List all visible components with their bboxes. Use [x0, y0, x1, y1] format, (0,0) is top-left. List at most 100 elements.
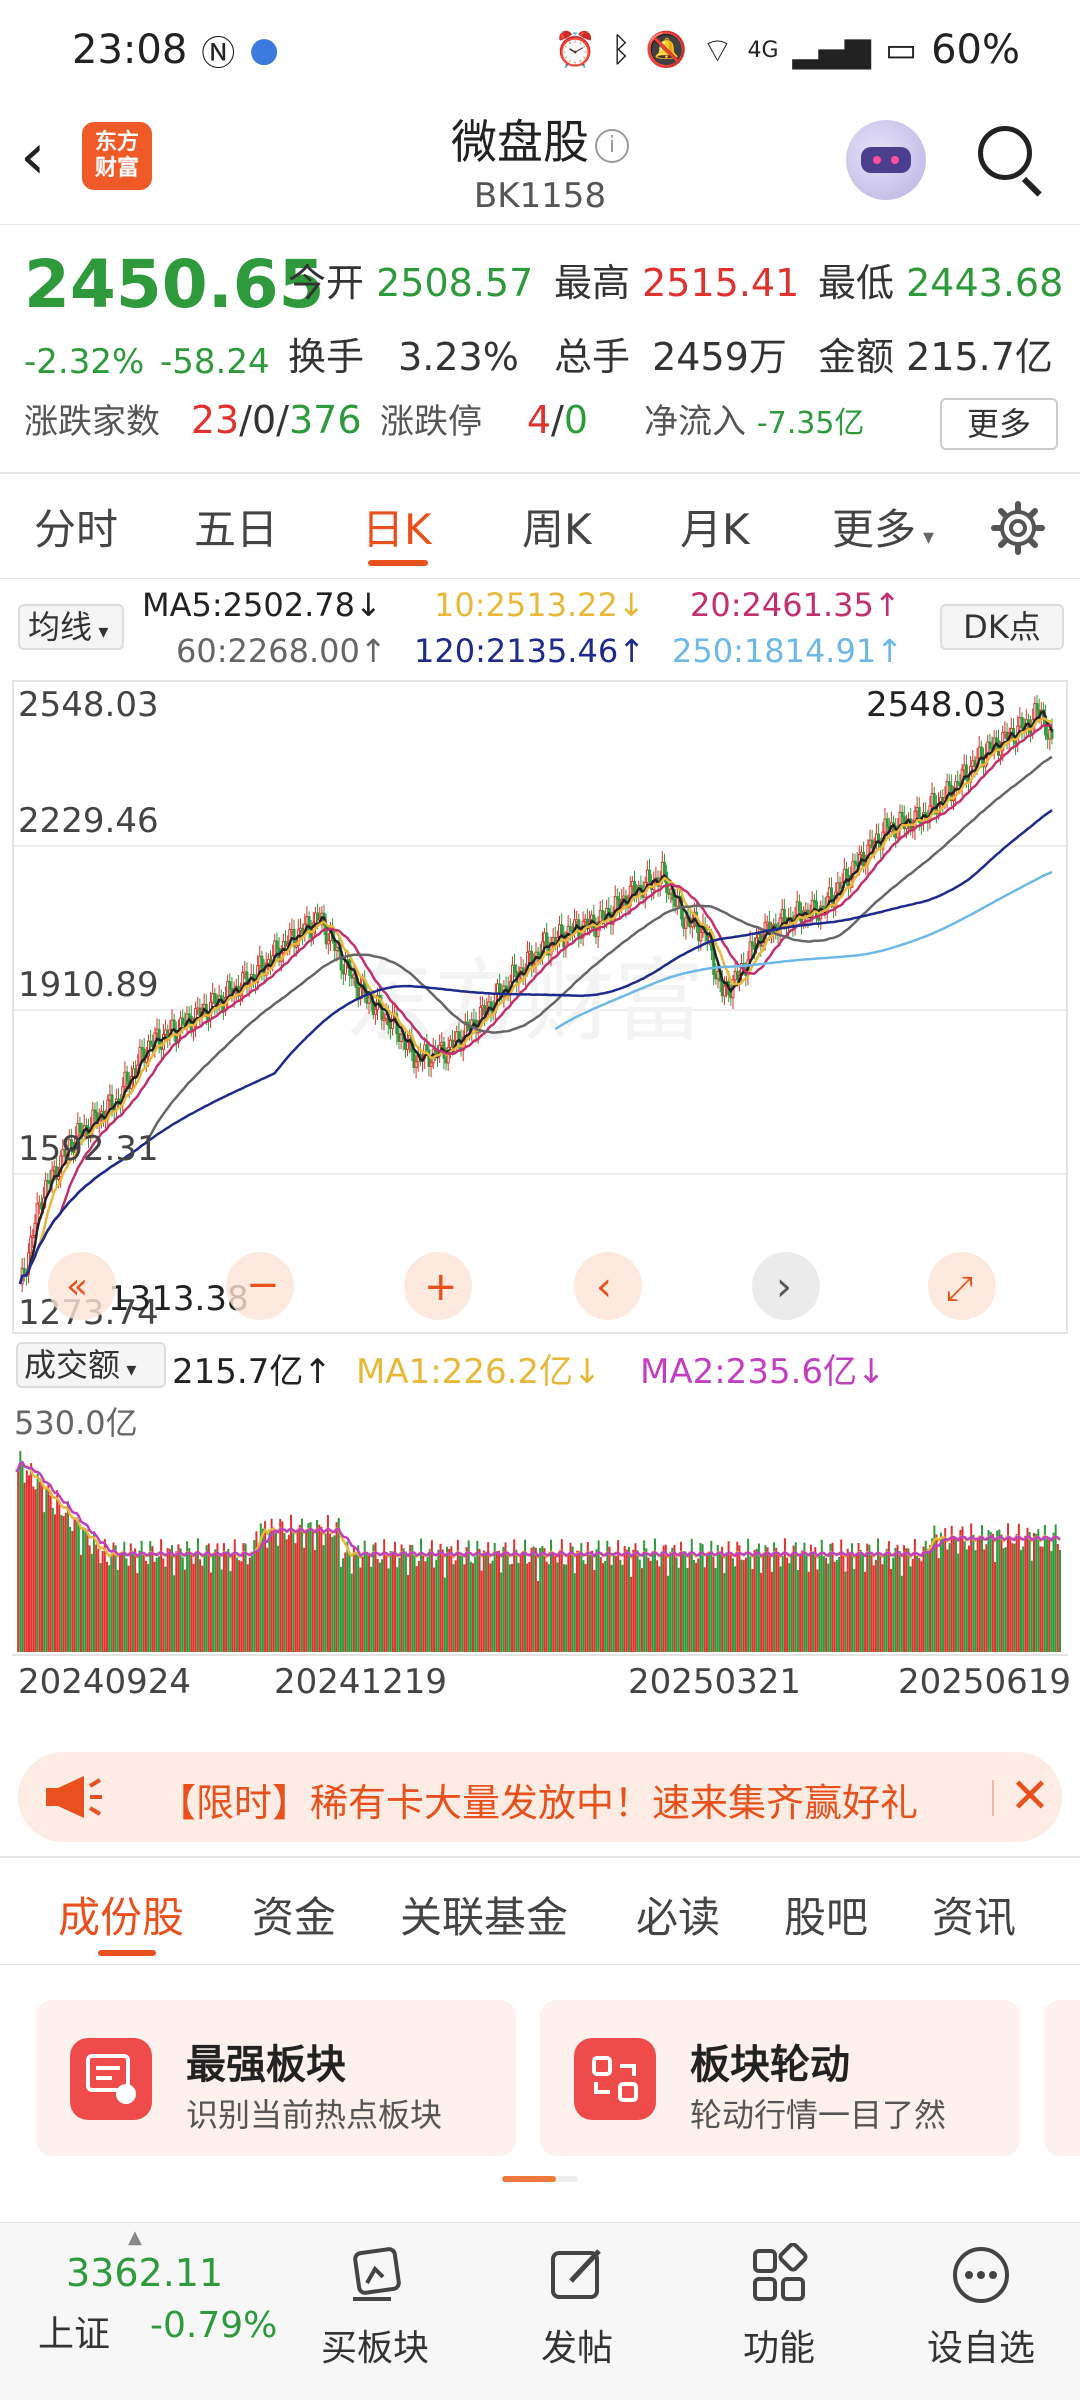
kline-svg[interactable]: 东方财富 2548.03 2229.46 1910.89 1592.31 127… — [14, 682, 1066, 1332]
nav-functions[interactable]: 功能 — [704, 2242, 854, 2383]
volume-bar — [352, 1546, 355, 1652]
scroll-left-button[interactable]: ‹ — [574, 1252, 642, 1320]
tab-monthly-k[interactable]: 月K — [680, 505, 750, 554]
volume-bar — [214, 1549, 217, 1652]
tab-five-day[interactable]: 五日 — [194, 505, 279, 554]
volume-bar — [627, 1546, 630, 1652]
candle-body — [31, 1234, 35, 1238]
volume-bar — [513, 1539, 516, 1652]
volume-bar — [322, 1545, 325, 1652]
search-icon[interactable] — [978, 126, 1044, 197]
volume-bar — [519, 1555, 522, 1652]
fullscreen-button[interactable]: ⤢ — [928, 1252, 996, 1320]
open-cell: 今开 2508.57 — [288, 252, 533, 307]
volume-bar — [781, 1556, 784, 1652]
card-strongest-sector[interactable]: 最强板块 识别当前热点板块 — [36, 2000, 516, 2156]
volume-bar — [903, 1545, 906, 1652]
dk-point-button[interactable]: DK点 — [940, 604, 1064, 650]
volume-bar — [606, 1540, 609, 1652]
mute-icon: 🔕 — [645, 30, 688, 70]
volume-bar — [480, 1570, 483, 1652]
volume-bar — [407, 1575, 410, 1652]
volume-bar — [333, 1535, 336, 1652]
volume-bar — [690, 1538, 693, 1652]
tab-daily-k[interactable]: 日K — [362, 505, 432, 554]
volume-bar — [846, 1548, 849, 1652]
volume-bar — [454, 1560, 457, 1652]
volume-bar — [84, 1528, 87, 1652]
volume-bar — [394, 1541, 397, 1652]
tab-related-funds[interactable]: 关联基金 — [400, 1893, 569, 1942]
tab-must-read[interactable]: 必读 — [636, 1893, 721, 1942]
more-quote-button[interactable]: 更多 — [940, 398, 1058, 450]
volume-bar — [556, 1562, 559, 1652]
volume-bar — [946, 1549, 949, 1652]
tab-forum[interactable]: 股吧 — [784, 1893, 869, 1942]
volume-bar — [972, 1534, 975, 1652]
candle-body — [1035, 703, 1039, 711]
open-label: 今开 — [288, 261, 365, 305]
volume-bar — [415, 1566, 418, 1652]
nav-add-watchlist[interactable]: 设自选 — [906, 2243, 1056, 2383]
scroll-left-fast-button[interactable]: « — [48, 1252, 116, 1320]
nav-buy-sector[interactable]: 买板块 — [300, 2243, 450, 2383]
ma5-line — [18, 710, 1054, 1285]
volume-bar — [441, 1549, 444, 1652]
tab-intraday[interactable]: 分时 — [34, 505, 119, 554]
volume-bar — [108, 1565, 111, 1652]
volume-value: 2459万 — [652, 335, 787, 379]
volume-chart[interactable]: 530.0亿 — [12, 1398, 1068, 1656]
volume-bar — [760, 1572, 763, 1652]
ma-select[interactable]: 均线 ▾ — [18, 604, 124, 650]
zoom-in-button[interactable]: + — [404, 1252, 472, 1320]
volume-bar — [227, 1549, 230, 1652]
scroll-right-button[interactable]: › — [752, 1252, 820, 1320]
candle-body — [797, 901, 801, 912]
tab-constituents[interactable]: 成份股 — [58, 1893, 185, 1942]
back-button[interactable]: ‹ — [20, 120, 46, 194]
amount-label: 金额 — [818, 335, 895, 379]
volume-bar — [255, 1531, 258, 1652]
volume-bar — [764, 1545, 767, 1652]
volume-select[interactable]: 成交额 ▾ — [16, 1342, 166, 1388]
info-icon[interactable]: i — [595, 128, 629, 163]
nav-post[interactable]: 发帖 — [502, 2243, 652, 2383]
volume-bar — [866, 1543, 869, 1652]
tab-weekly-k[interactable]: 周K — [522, 505, 592, 554]
assistant-robot-icon[interactable] — [846, 120, 926, 200]
volume-bar — [955, 1537, 958, 1652]
volume-svg[interactable]: 530.0亿 — [12, 1398, 1068, 1656]
volume-bar — [935, 1534, 938, 1652]
candle-body — [885, 818, 889, 828]
volume-bar — [1052, 1532, 1055, 1652]
volume-bar — [569, 1542, 572, 1652]
volume-bar — [493, 1542, 496, 1652]
next-card-peek[interactable] — [1044, 2000, 1080, 2156]
volume-bar — [970, 1523, 973, 1652]
volume-bar — [892, 1557, 895, 1652]
close-icon[interactable]: ✕ — [1009, 1768, 1051, 1824]
volume-bar — [766, 1547, 769, 1652]
volume-bar — [987, 1530, 990, 1652]
volume-bar — [842, 1553, 845, 1652]
tab-funds-flow[interactable]: 资金 — [252, 1893, 337, 1942]
tab-more[interactable]: 更多 ▾ — [832, 496, 934, 557]
card-sector-rotation[interactable]: 板块轮动 轮动行情一目了然 — [540, 2000, 1020, 2156]
volume-bar — [653, 1538, 656, 1652]
candle-body — [851, 860, 855, 879]
volume-bar — [848, 1552, 851, 1652]
nav-label: 功能 — [742, 2328, 815, 2369]
promo-banner[interactable]: 【限时】稀有卡大量发放中！速来集齐赢好礼 ✕ — [18, 1752, 1062, 1842]
ma-lines — [18, 710, 1054, 1285]
zoom-out-button[interactable]: − — [226, 1252, 294, 1320]
status-time: 23:08 — [72, 27, 188, 73]
app-logo[interactable]: 东方 财富 — [82, 122, 152, 190]
volume-bar — [885, 1548, 888, 1652]
tab-news[interactable]: 资讯 — [932, 1893, 1017, 1942]
card-title: 板块轮动 — [690, 2042, 850, 2088]
volume-bar — [58, 1502, 61, 1652]
volume-bar — [118, 1552, 121, 1652]
volume-bar — [896, 1544, 899, 1652]
kline-chart[interactable]: 东方财富 2548.03 2229.46 1910.89 1592.31 127… — [12, 680, 1068, 1334]
settings-gear-icon[interactable] — [990, 500, 1046, 556]
